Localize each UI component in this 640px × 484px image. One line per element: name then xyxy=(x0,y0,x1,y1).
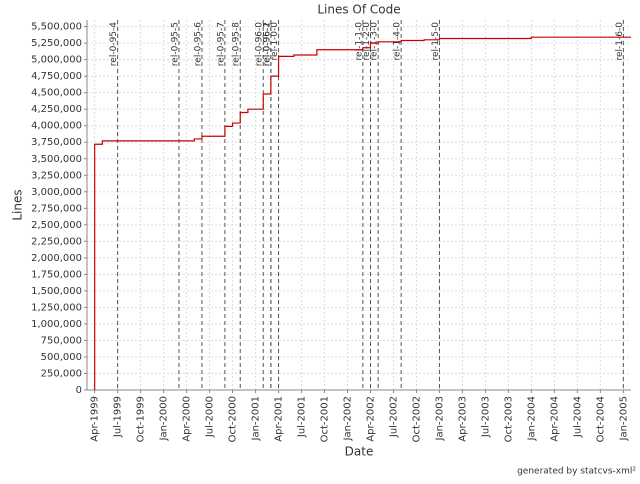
line-series xyxy=(94,36,631,390)
y-axis-label: Lines xyxy=(11,189,25,220)
y-tick-label: 2,250,000 xyxy=(31,236,82,247)
x-tick-label: Jul-1999 xyxy=(113,396,124,438)
x-tick-label: Jul-2002 xyxy=(388,396,399,438)
y-tick-label: 5,000,000 xyxy=(31,55,82,66)
release-label: rel-0-95-7 xyxy=(216,22,226,66)
y-tick-label: 4,500,000 xyxy=(31,88,82,99)
chart-title: Lines Of Code xyxy=(317,3,400,17)
y-tick-label: 2,750,000 xyxy=(31,203,82,214)
plot-area xyxy=(87,20,631,390)
x-tick-label: Jul-2001 xyxy=(297,396,308,438)
release-label: rel-0-95-4 xyxy=(109,22,119,66)
y-tick-label: 1,750,000 xyxy=(31,269,82,280)
x-tick-label: Jul-2004 xyxy=(572,396,583,438)
y-tick-label: 3,500,000 xyxy=(31,154,82,165)
y-tick-label: 1,000,000 xyxy=(31,319,82,330)
footer: generated by statcvs-xml² xyxy=(517,467,636,477)
release-label: rel-0-95-6 xyxy=(193,22,203,66)
y-tick-label: 2,000,000 xyxy=(31,253,82,264)
x-tick-label: Oct-2003 xyxy=(503,396,514,442)
y-tick-label: 4,250,000 xyxy=(31,104,82,115)
x-axis-label: Date xyxy=(345,445,374,459)
release-label: rel-0-96-1 xyxy=(262,22,272,66)
y-tick-label: 3,000,000 xyxy=(31,187,82,198)
release-label: rel-1-5-0 xyxy=(431,22,441,61)
y-tick-label: 4,750,000 xyxy=(31,71,82,82)
release-label: rel-1-4-0 xyxy=(393,22,403,61)
x-tick-label: Jan-2000 xyxy=(159,396,170,441)
x-tick-label: Apr-1999 xyxy=(90,396,101,442)
y-tick-label: 3,250,000 xyxy=(31,170,82,181)
x-tick-label: Jan-2005 xyxy=(618,396,629,441)
y-tick-label: 750,000 xyxy=(41,335,82,346)
y-tick-label: 5,250,000 xyxy=(31,38,82,49)
x-tick-label: Apr-2001 xyxy=(274,396,285,442)
release-label: rel-0-95-8 xyxy=(232,22,242,66)
release-label: rel-0-95-5 xyxy=(170,22,180,66)
y-tick-label: 1,250,000 xyxy=(31,302,82,313)
x-tick-label: Oct-2001 xyxy=(320,396,331,442)
y-tick-label: 3,750,000 xyxy=(31,137,82,148)
x-tick-label: Jan-2001 xyxy=(251,396,262,441)
x-tick-label: Oct-1999 xyxy=(136,396,147,442)
x-tick-label: Jan-2003 xyxy=(434,396,445,441)
x-tick-label: Apr-2004 xyxy=(549,396,560,442)
x-tick-label: Apr-2003 xyxy=(457,396,468,442)
y-tick-label: 0 xyxy=(76,385,82,396)
x-tick-label: Oct-2004 xyxy=(595,396,606,442)
x-tick-label: Oct-2000 xyxy=(228,396,239,442)
y-tick-label: 2,500,000 xyxy=(31,220,82,231)
y-tick-label: 250,000 xyxy=(41,368,82,379)
release-label: rel-1-3-0 xyxy=(370,22,380,61)
release-label: rel-1-2-0 xyxy=(362,22,372,61)
x-tick-label: Jul-2003 xyxy=(480,396,491,438)
y-tick-label: 5,500,000 xyxy=(31,22,82,33)
release-label: rel-0-96-0 xyxy=(255,22,265,66)
release-label: rel-0-96-2 xyxy=(262,22,272,66)
x-tick-label: Jan-2002 xyxy=(343,396,354,441)
y-tick-label: 500,000 xyxy=(41,352,82,363)
release-label: rel-1-6-0 xyxy=(615,22,625,61)
release-label: rel-1-0-0 xyxy=(270,22,280,61)
x-tick-label: Jan-2004 xyxy=(526,396,537,441)
release-label: rel-1-1-0 xyxy=(354,22,364,61)
y-tick-label: 4,000,000 xyxy=(31,121,82,132)
x-tick-label: Oct-2002 xyxy=(411,396,422,442)
y-tick-label: 1,500,000 xyxy=(31,286,82,297)
x-tick-label: Apr-2002 xyxy=(365,396,376,442)
x-tick-label: Jul-2000 xyxy=(205,396,216,438)
x-tick-label: Apr-2000 xyxy=(182,396,193,442)
